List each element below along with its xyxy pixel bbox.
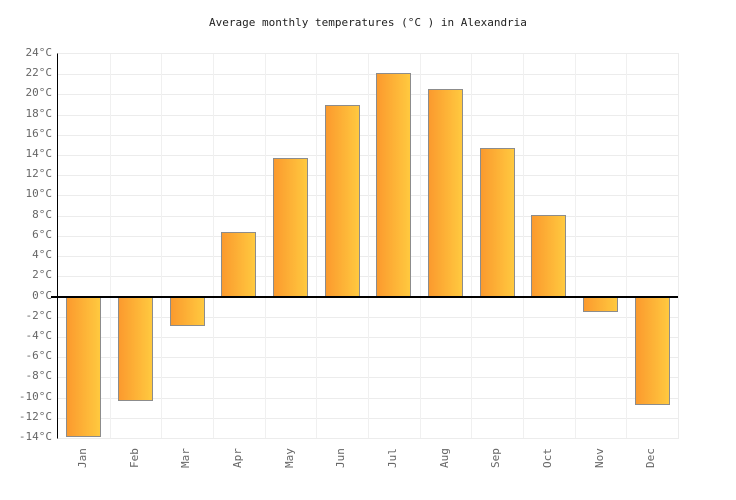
gridline-vertical [213, 54, 214, 438]
chart-title: Average monthly temperatures (°C ) in Al… [209, 16, 527, 29]
x-tick-label-oct: Oct [540, 448, 554, 468]
gridline-vertical [161, 54, 163, 438]
x-tick-label-mar: Mar [179, 448, 193, 468]
temperature-bar-mar [169, 296, 205, 326]
x-tick-label-may: May [282, 448, 296, 468]
y-tick-label: 20°C [25, 86, 53, 100]
temperature-bar-may [273, 158, 308, 297]
x-tick-label-nov: Nov [592, 448, 606, 468]
gridline-vertical [574, 54, 576, 438]
temperature-bar-nov [583, 296, 618, 312]
y-tick-label: 12°C [25, 167, 53, 181]
y-tick-label: 22°C [25, 66, 53, 80]
x-tick-label-feb: Feb [127, 448, 141, 468]
y-tick-label: -10°C [18, 389, 52, 403]
y-tick-label: -4°C [25, 328, 53, 342]
temperature-bar-feb [118, 296, 153, 401]
gridline-vertical [316, 54, 318, 438]
temperature-bar-jun [324, 104, 360, 297]
y-tick-label: 6°C [32, 227, 52, 241]
gridline-vertical [419, 54, 421, 438]
y-tick-label: -12°C [18, 409, 52, 423]
zero-axis-line [51, 295, 678, 298]
y-tick-label: -14°C [18, 430, 52, 443]
gridline-vertical [626, 54, 628, 438]
y-tick-label: 16°C [25, 126, 53, 140]
temperature-bar-jul [376, 73, 412, 297]
x-tick-label-aug: Aug [437, 448, 451, 468]
y-tick-label: -2°C [25, 308, 53, 322]
x-tick-label-jul: Jul [385, 448, 399, 468]
y-tick-label: 0°C [32, 288, 52, 302]
x-tick-label-sep: Sep [489, 448, 503, 468]
y-tick-label: 10°C [25, 187, 53, 201]
gridline-vertical [523, 54, 524, 438]
y-tick-label: -6°C [25, 349, 53, 363]
temperature-bar-dec [634, 296, 670, 405]
x-tick-label-apr: Apr [230, 448, 244, 468]
gridline-vertical [471, 54, 473, 438]
y-tick-label: 24°C [25, 46, 53, 59]
y-tick-label: 14°C [25, 147, 53, 161]
y-tick-label: 18°C [25, 106, 53, 120]
temperature-bar-aug [428, 89, 463, 297]
temperature-bar-oct [531, 214, 567, 297]
x-tick-label-jan: Jan [75, 448, 89, 468]
x-tick-label-dec: Dec [644, 448, 658, 468]
y-tick-label: -8°C [25, 369, 53, 383]
x-tick-label-jun: Jun [334, 448, 348, 468]
plot-area [51, 53, 679, 439]
gridline-vertical [368, 54, 369, 438]
y-tick-label: 4°C [32, 248, 52, 262]
gridline-vertical [264, 54, 266, 438]
temperature-bar-sep [479, 147, 515, 297]
gridline-vertical [109, 54, 111, 438]
temperature-bar-apr [221, 231, 257, 297]
y-tick-label: 2°C [32, 268, 52, 282]
y-tick-label: 8°C [32, 207, 52, 221]
temperature-bar-jan [66, 296, 102, 437]
